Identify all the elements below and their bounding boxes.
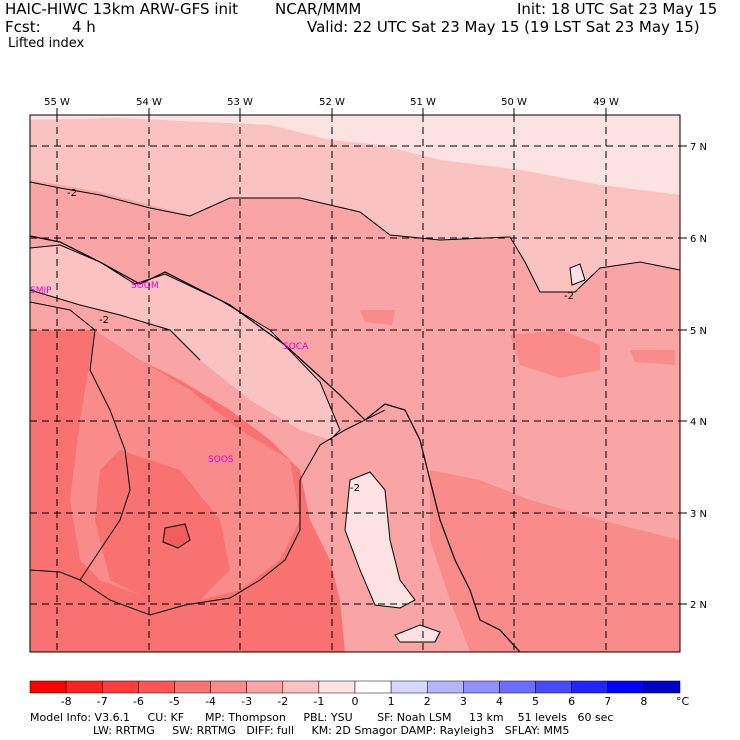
colorbar-tick-label: -5 xyxy=(169,695,180,708)
border-french-guiana xyxy=(79,409,386,616)
coastline xyxy=(29,235,521,653)
colorbar-swatch xyxy=(29,680,67,694)
lat-label-2n: 2 N xyxy=(690,600,707,611)
li-patch-mid xyxy=(360,310,395,325)
forecast-hours: 4 h xyxy=(72,18,96,36)
lon-label-53w: 53 W xyxy=(227,97,253,108)
li-east-blob xyxy=(569,263,586,286)
colorbar-swatch xyxy=(499,680,536,694)
lat-label-4n: 4 N xyxy=(690,417,707,428)
colorbar-swatch xyxy=(643,680,681,694)
contour-coast xyxy=(29,244,341,441)
colorbar-swatch xyxy=(463,680,500,694)
init-time: Init: 18 UTC Sat 23 May 15 xyxy=(517,0,718,18)
lon-label-54w: 54 W xyxy=(136,97,162,108)
border-suriname-guyana xyxy=(79,329,131,581)
colorbar-tick-label: 3 xyxy=(460,695,467,708)
li-plateau xyxy=(344,471,416,609)
lon-label-51w: 51 W xyxy=(410,97,436,108)
colorbar-tick-label: -1 xyxy=(313,695,324,708)
city-label-soca: SOCA xyxy=(283,342,309,352)
org-label: NCAR/MMM xyxy=(275,0,362,18)
lon-label-50w: 50 W xyxy=(501,97,527,108)
colorbar-tick-label: -4 xyxy=(205,695,216,708)
colorbar-swatch xyxy=(246,680,284,694)
contour-north xyxy=(29,181,681,293)
colorbar-swatch xyxy=(571,680,609,694)
li-patch-minus4 xyxy=(95,450,230,600)
lat-label-6n: 6 N xyxy=(690,234,707,245)
lat-label-7n: 7 N xyxy=(690,142,707,153)
colorbar-tick-label: 5 xyxy=(532,695,539,708)
li-patch-east2 xyxy=(630,350,675,365)
colorbar-swatch xyxy=(282,680,320,694)
city-label-soos: SOOS xyxy=(208,455,234,465)
colorbar-swatch xyxy=(101,680,139,694)
colorbar-swatch xyxy=(210,680,247,694)
lon-label-55w: 55 W xyxy=(44,97,70,108)
colorbar-swatch xyxy=(174,680,211,694)
model-info-line2: LW: RRTMG SW: RRTMG DIFF: full KM: 2D Sm… xyxy=(30,724,570,737)
li-patch-minus5 xyxy=(162,523,191,549)
border-nw xyxy=(29,301,96,331)
colorbar-swatch xyxy=(426,680,464,694)
contour-coast-2 xyxy=(29,289,201,361)
li-patch-east xyxy=(510,330,600,378)
map-frame xyxy=(29,114,681,653)
li-band-se xyxy=(430,470,680,652)
field-name: Lifted index xyxy=(8,36,85,51)
colorbar-tick-label: -8 xyxy=(61,695,72,708)
lat-ticks xyxy=(680,145,687,605)
model-title: HAIC-HIWC 13km ARW-GFS init xyxy=(5,0,239,18)
li-small-patch xyxy=(394,624,441,643)
contour-label-coast: -2 xyxy=(99,315,109,326)
contour-label-north: -2 xyxy=(67,188,77,199)
lat-label-3n: 3 N xyxy=(690,509,707,520)
valid-time: Valid: 22 UTC Sat 23 May 15 (19 LST Sat … xyxy=(307,18,700,36)
colorbar-tick-label: -7 xyxy=(97,695,108,708)
colorbar-swatch xyxy=(535,680,572,694)
li-band-minus1-5 xyxy=(30,118,680,292)
contour-label-plateau: -2 xyxy=(350,483,360,494)
li-coastal-strip xyxy=(30,245,340,440)
colorbar-tick-label: 1 xyxy=(388,695,395,708)
colorbar-swatch xyxy=(607,680,645,694)
colorbar-tick-label: 7 xyxy=(604,695,611,708)
colorbar-swatch xyxy=(390,680,428,694)
border-south-west xyxy=(29,569,81,581)
colorbar-tick-label: 6 xyxy=(568,695,575,708)
colorbar: -8 -7 -6 -5 -4 -3 -2 -1 0 1 2 3 4 5 6 7 8 xyxy=(29,680,681,708)
city-label-soom: SOOM xyxy=(131,281,159,291)
lat-label-5n: 5 N xyxy=(690,326,707,337)
city-label-smjp: SMJP xyxy=(30,286,52,296)
colorbar-tick-label: -3 xyxy=(241,695,252,708)
model-info-line1: Model Info: V3.6.1 CU: KF MP: Thompson P… xyxy=(30,711,614,724)
lon-label-52w: 52 W xyxy=(319,97,345,108)
colorbar-unit: °C xyxy=(676,695,690,708)
colorbar-tick-label: 4 xyxy=(496,695,503,708)
lon-ticks xyxy=(56,108,607,115)
colorbar-tick-label: 8 xyxy=(640,695,647,708)
forecast-label: Fcst: xyxy=(5,18,41,36)
colorbar-tick-label: -6 xyxy=(133,695,144,708)
colorbar-tick-label: 0 xyxy=(352,695,359,708)
li-band-minus1 xyxy=(30,115,680,195)
colorbar-swatch xyxy=(318,680,356,694)
li-contours xyxy=(29,181,681,441)
lat-lon-grid xyxy=(30,115,680,652)
colorbar-swatch xyxy=(354,680,392,694)
contour-label-east: -2 xyxy=(564,291,574,302)
colorbar-tick-label: -2 xyxy=(277,695,288,708)
colorbar-tick-label: 2 xyxy=(424,695,431,708)
lon-label-49w: 49 W xyxy=(593,97,619,108)
li-shading xyxy=(30,115,680,652)
colorbar-swatch xyxy=(65,680,103,694)
colorbar-swatch xyxy=(138,680,175,694)
